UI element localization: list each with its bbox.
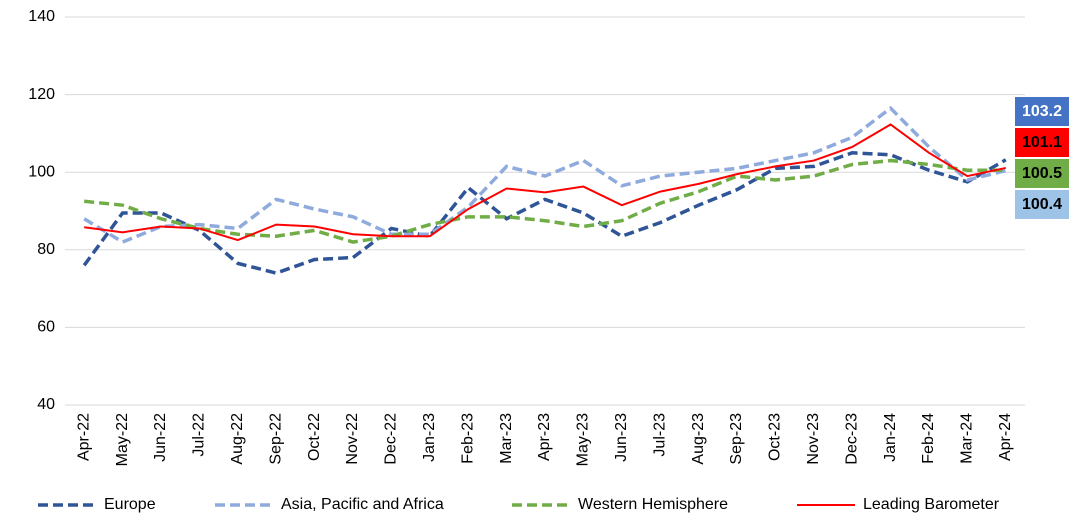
end-label: 103.2 bbox=[1022, 103, 1062, 120]
x-tick-label: May-23 bbox=[575, 413, 592, 466]
x-tick-label: Jul-22 bbox=[191, 413, 208, 457]
x-tick-label: Mar-23 bbox=[498, 413, 515, 464]
x-tick-label: Sep-23 bbox=[728, 413, 745, 465]
legend-label: Europe bbox=[104, 496, 156, 513]
series-line bbox=[82, 151, 1007, 275]
end-label-box bbox=[1015, 128, 1069, 157]
y-tick-label: 140 bbox=[28, 8, 55, 25]
x-tick-label: Nov-23 bbox=[805, 413, 822, 465]
x-tick-label: Aug-22 bbox=[229, 413, 246, 465]
y-tick-label: 100 bbox=[28, 163, 55, 180]
x-tick-label: Oct-22 bbox=[306, 413, 323, 461]
x-tick-label: Mar-24 bbox=[959, 413, 976, 464]
end-label: 100.5 bbox=[1022, 165, 1062, 182]
x-tick-label: Sep-22 bbox=[267, 413, 284, 465]
series-line bbox=[83, 105, 1007, 244]
x-tick-label: Apr-23 bbox=[536, 413, 553, 461]
x-tick-label: Apr-24 bbox=[997, 413, 1014, 461]
series-line bbox=[84, 123, 1007, 242]
legend-label: Leading Barometer bbox=[863, 496, 1000, 513]
legend-label: Western Hemisphere bbox=[578, 496, 728, 513]
x-tick-label: Jun-22 bbox=[152, 413, 169, 462]
x-tick-label: Jul-23 bbox=[651, 413, 668, 457]
x-tick-label: Feb-23 bbox=[459, 413, 476, 464]
x-tick-label: Nov-22 bbox=[344, 413, 361, 465]
end-label-box bbox=[1015, 159, 1069, 188]
end-label-box bbox=[1015, 190, 1069, 219]
y-tick-label: 80 bbox=[37, 241, 55, 258]
y-tick-label: 60 bbox=[37, 319, 55, 336]
x-tick-label: Apr-22 bbox=[75, 413, 92, 461]
legend-label: Asia, Pacific and Africa bbox=[281, 496, 444, 513]
y-tick-label: 40 bbox=[37, 396, 55, 413]
x-tick-label: Jan-23 bbox=[421, 413, 438, 462]
x-tick-label: Feb-24 bbox=[920, 413, 937, 464]
end-label-box bbox=[1015, 97, 1069, 126]
series-line bbox=[84, 158, 1006, 244]
end-label: 101.1 bbox=[1022, 134, 1062, 151]
x-tick-label: Aug-23 bbox=[690, 413, 707, 465]
x-tick-label: Jan-24 bbox=[882, 413, 899, 462]
y-tick-label: 120 bbox=[28, 86, 55, 103]
end-label: 100.4 bbox=[1022, 196, 1062, 213]
x-tick-label: Oct-23 bbox=[767, 413, 784, 461]
x-tick-label: Dec-22 bbox=[383, 413, 400, 465]
x-tick-label: Jun-23 bbox=[613, 413, 630, 462]
x-tick-label: May-22 bbox=[114, 413, 131, 466]
x-tick-label: Dec-23 bbox=[843, 413, 860, 465]
